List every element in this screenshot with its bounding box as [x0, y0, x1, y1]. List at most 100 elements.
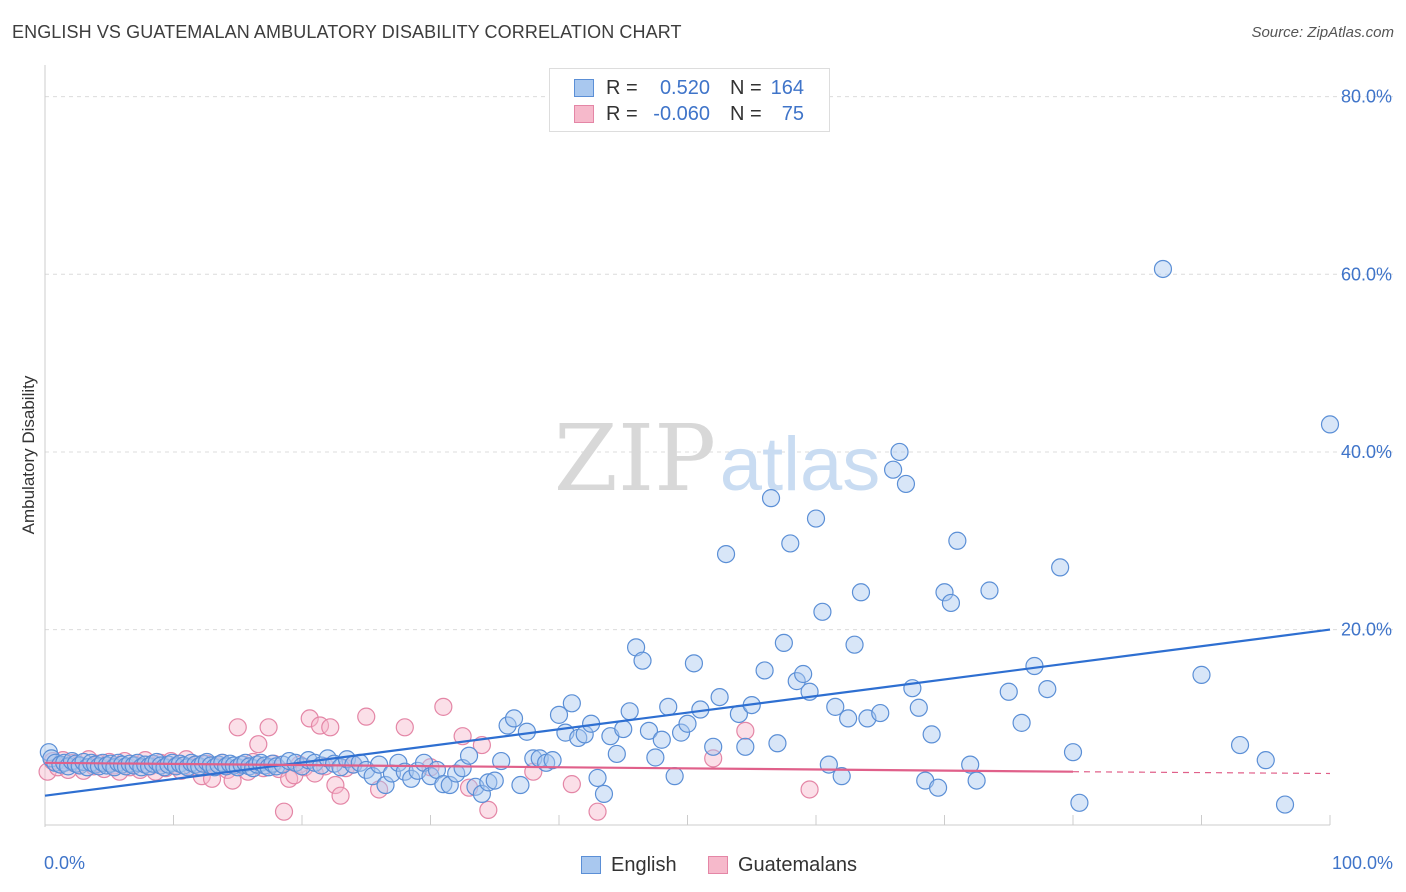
english-point	[941, 593, 961, 613]
english-point	[671, 723, 691, 742]
guatemalans-point	[321, 718, 340, 737]
y-tick-label: 80.0%	[1341, 87, 1392, 107]
source-label: Source: ZipAtlas.com	[1251, 24, 1394, 41]
english-point	[614, 719, 633, 739]
english-point	[492, 751, 511, 771]
n-label: N =	[730, 102, 762, 125]
english-point	[794, 664, 813, 684]
english-point	[896, 474, 916, 494]
watermark: ZIP atlas	[554, 405, 880, 512]
english-point	[928, 778, 948, 797]
series-legend: English Guatemalans	[0, 852, 1406, 878]
x-tick-label: 0.0%	[44, 853, 85, 873]
guatemalans-point	[326, 775, 345, 795]
guatemalans-point	[274, 802, 294, 821]
english-point	[620, 702, 639, 721]
x-tick-label: 100.0%	[1332, 853, 1393, 873]
english-point	[594, 784, 614, 804]
guatemalans-point	[562, 775, 581, 794]
english-point	[909, 698, 928, 717]
english-point	[1063, 743, 1083, 762]
english-point	[395, 762, 414, 781]
guatemalans-point	[434, 697, 453, 716]
english-point	[710, 687, 729, 707]
english-point	[961, 755, 980, 774]
english-point	[890, 442, 909, 462]
guatemalans-point	[300, 709, 319, 728]
english-point	[1038, 679, 1057, 699]
guatemalans-point	[479, 800, 498, 820]
english-point	[1070, 793, 1089, 812]
correlation-legend: R = 0.520 N = 164 R = -0.060 N = 75	[549, 68, 830, 132]
guatemalans-point	[736, 721, 755, 740]
guatemalans-point	[395, 718, 414, 737]
english-point	[774, 633, 793, 653]
english-trend-line	[44, 628, 1331, 797]
english-point	[1051, 558, 1070, 577]
english-point	[363, 767, 382, 786]
english-point	[659, 697, 678, 716]
trend-lines	[44, 628, 1331, 797]
english-point	[504, 709, 524, 728]
english-point	[498, 716, 517, 735]
english-point	[948, 531, 967, 550]
english-point	[646, 748, 665, 767]
y-tick-label: 40.0%	[1341, 442, 1392, 462]
english-point	[922, 725, 941, 744]
english-point	[1012, 713, 1031, 732]
english-point	[704, 737, 723, 756]
guatemalans-swatch	[708, 856, 728, 874]
english-point	[813, 602, 832, 621]
english-point	[883, 460, 903, 479]
legend-item-guatemalans: Guatemalans	[708, 852, 857, 878]
n-label: N =	[730, 76, 762, 99]
english-point	[549, 705, 569, 724]
english-point	[543, 751, 562, 770]
legend-item-english: English	[581, 852, 677, 878]
english-point	[511, 775, 530, 795]
english-point	[806, 509, 826, 528]
legend-row-guatemalans: R = -0.060 N = 75	[574, 101, 804, 127]
english-point	[434, 775, 453, 794]
english-point	[871, 703, 890, 723]
english-point	[839, 709, 858, 728]
r-value: 0.520	[659, 76, 710, 99]
english-point	[716, 544, 736, 564]
english-point	[684, 654, 704, 673]
guatemalans-point	[259, 718, 278, 737]
english-point	[607, 744, 626, 764]
guatemalans-trend-line	[44, 761, 1074, 773]
english-point	[639, 721, 659, 740]
english-point	[665, 767, 684, 786]
english-point	[562, 694, 581, 713]
y-tick-label: 20.0%	[1341, 620, 1392, 640]
english-point	[761, 489, 781, 508]
english-point	[999, 682, 1018, 701]
english-point	[485, 771, 504, 790]
english-point	[935, 583, 954, 602]
n-value: 75	[781, 102, 804, 125]
r-label: R =	[606, 102, 638, 125]
guatemalans-point	[249, 735, 268, 754]
guatemalans-point	[588, 802, 607, 821]
english-point	[633, 651, 652, 670]
guatemalans-point	[331, 786, 350, 805]
english-point	[832, 767, 851, 786]
n-value: 164	[770, 76, 804, 99]
r-label: R =	[606, 76, 638, 99]
english-point	[588, 768, 607, 788]
english-point	[389, 753, 408, 772]
english-swatch	[574, 79, 594, 97]
english-point	[736, 737, 755, 756]
english-swatch	[581, 856, 601, 874]
english-point	[781, 534, 800, 553]
english-point	[1153, 259, 1173, 279]
axes	[44, 65, 1331, 827]
english-point	[678, 714, 697, 733]
english-point	[755, 661, 774, 680]
english-point	[1256, 751, 1275, 770]
english-point	[440, 775, 459, 795]
tick-labels: 20.0% 40.0% 60.0% 80.0% 0.0% 100.0%	[44, 87, 1393, 873]
legend-guatemalans-label: Guatemalans	[738, 853, 857, 876]
